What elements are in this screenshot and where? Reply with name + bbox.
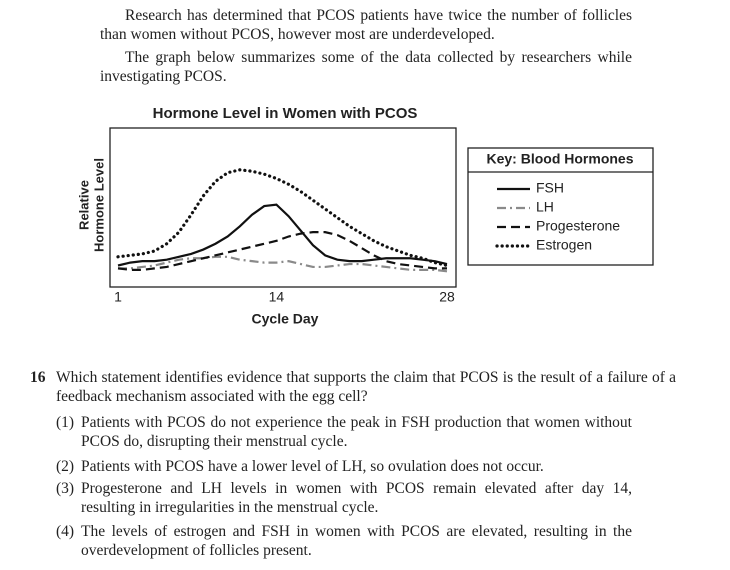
line-series: [118, 255, 448, 273]
answer-option: (4) The levels of estrogen and FSH in wom…: [56, 522, 632, 560]
legend-title: Key: Blood Hormones: [486, 151, 633, 167]
legend-label: Progesterone: [536, 218, 620, 234]
y-axis-label: Relative: [76, 180, 91, 230]
line-series: [117, 203, 448, 267]
question-number: 16: [30, 369, 46, 386]
legend-label: Estrogen: [536, 237, 592, 253]
line-series: [117, 231, 447, 271]
line-series: [116, 168, 449, 268]
plot-frame: [109, 127, 457, 288]
option-text: Patients with PCOS do not experience the…: [81, 414, 632, 450]
intro-paragraph: Research has determined that PCOS patien…: [100, 7, 632, 43]
option-text: Progesterone and LH levels in women with…: [81, 480, 632, 516]
answer-option: (2) Patients with PCOS have a lower level…: [56, 457, 632, 476]
x-tick-label: 14: [269, 289, 285, 305]
chart: Hormone Level in Women with PCOS Cycle D…: [76, 105, 654, 327]
option-label: (4): [56, 523, 75, 540]
answer-option: (3) Progesterone and LH levels in women w…: [56, 479, 632, 517]
legend-label: FSH: [536, 180, 564, 196]
x-tick-label: 1: [114, 289, 122, 305]
option-text: Patients with PCOS have a lower level of…: [81, 458, 544, 475]
answer-option: (1) Patients with PCOS do not experience …: [56, 413, 632, 451]
option-text: The levels of estrogen and FSH in women …: [81, 523, 632, 559]
intro-paragraph: The graph below summarizes some of the d…: [100, 49, 632, 85]
question-stem: Which statement identifies evidence that…: [56, 369, 676, 405]
y-axis-label: Hormone Level: [91, 158, 106, 252]
legend-frame: [467, 147, 654, 266]
chart-title: Hormone Level in Women with PCOS: [153, 105, 418, 122]
option-label: (2): [56, 458, 75, 475]
x-axis-label: Cycle Day: [252, 311, 319, 327]
option-label: (1): [56, 414, 75, 431]
x-tick-label: 28: [439, 289, 455, 305]
option-label: (3): [56, 480, 75, 497]
legend-label: LH: [536, 199, 554, 215]
